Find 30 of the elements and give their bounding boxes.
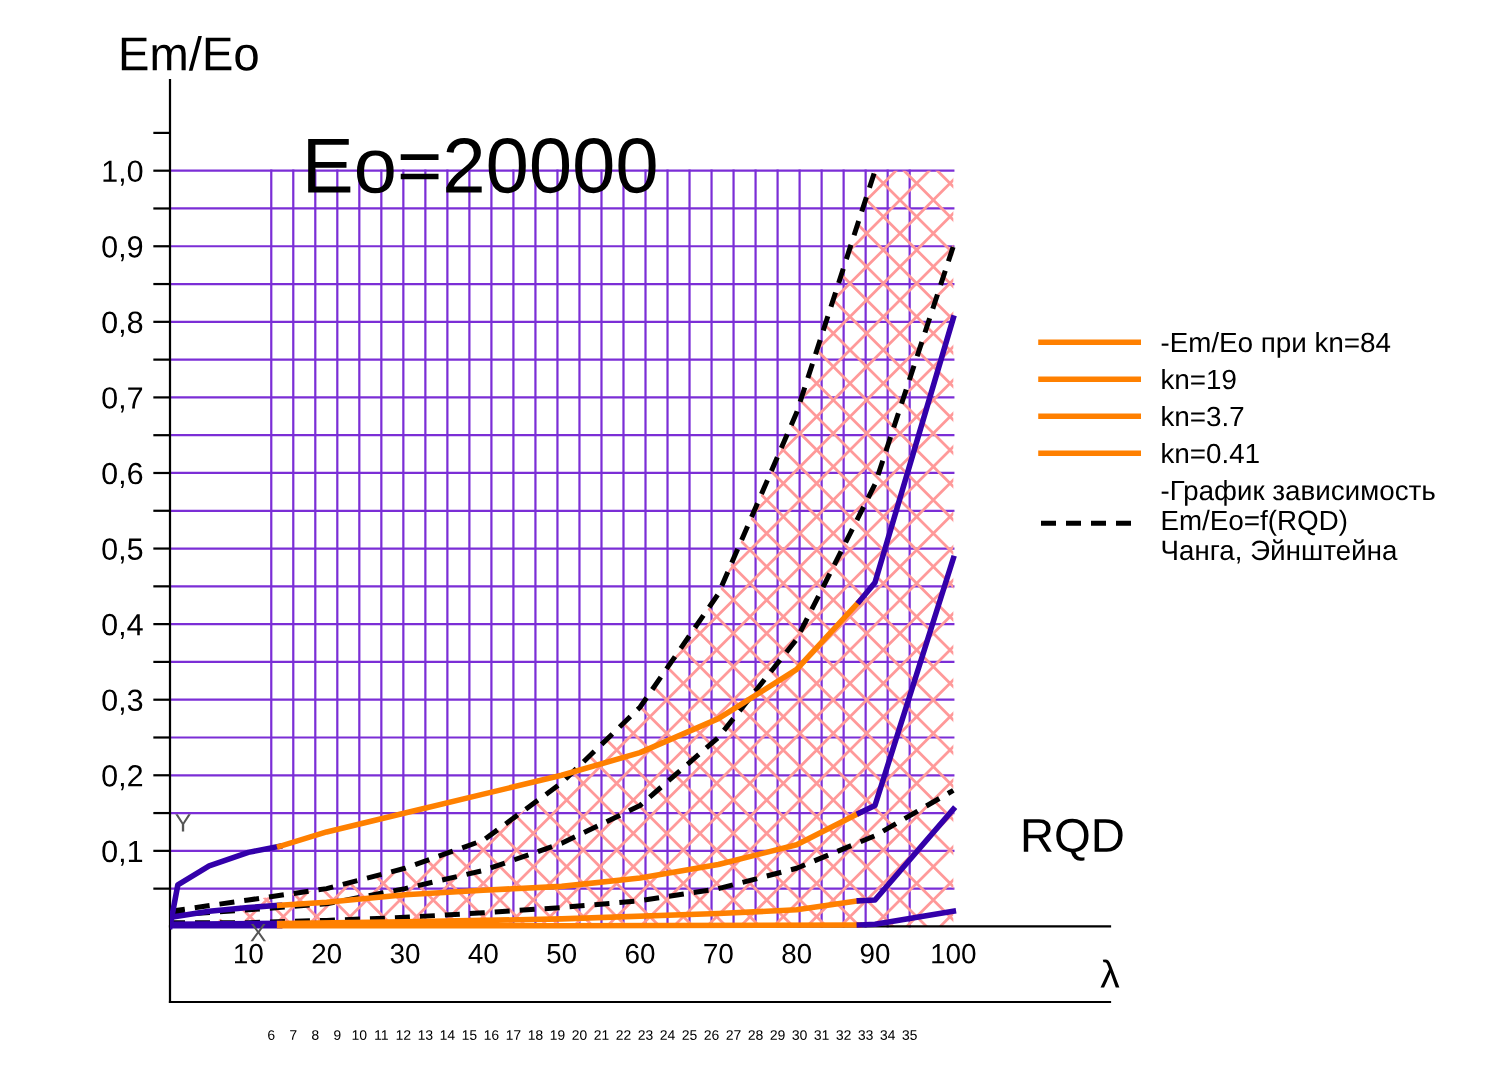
x-axis-title: RQD xyxy=(1023,818,1123,861)
y-tick-label: 0,8 xyxy=(102,311,143,337)
legend-label: -Em/Eo при kn=84 xyxy=(1161,331,1391,358)
y-tick-label: 1,0 xyxy=(103,160,143,186)
y-tick-label: 0,4 xyxy=(102,613,143,640)
x2-axis-title: λ xyxy=(1100,959,1120,988)
annotation: X xyxy=(250,923,267,942)
y-tick-label: 0,9 xyxy=(102,236,143,262)
x-tick-label: 60 xyxy=(625,943,655,964)
y-tick-label: 0,3 xyxy=(102,689,143,715)
y-tick-label: 0,1 xyxy=(102,840,143,866)
y-tick-label: 0,5 xyxy=(102,538,143,564)
x-tick-label: 90 xyxy=(860,943,890,964)
y-tick-label: 0,6 xyxy=(102,462,143,488)
legend-label: kn=19 xyxy=(1162,368,1236,390)
legend-label: kn=0.41 xyxy=(1162,442,1259,464)
annotation: Y xyxy=(175,814,191,832)
x-tick-label: 40 xyxy=(468,943,498,964)
x-tick-label: 50 xyxy=(547,943,577,964)
x-tick-label: 20 xyxy=(312,943,342,964)
legend-label: kn=3.7 xyxy=(1162,405,1244,427)
x-tick-label: 80 xyxy=(782,943,812,964)
x-tick-label: 100 xyxy=(932,943,976,964)
x-tick-label: 70 xyxy=(704,943,733,964)
y-tick-label: 0,7 xyxy=(102,387,143,413)
x-tick-label: 30 xyxy=(390,943,420,964)
legend-label: -График зависимость Em/Eo=f(RQD) Чанга, Эйнштейна xyxy=(1161,479,1435,564)
x-tick-label: 10 xyxy=(235,943,263,964)
y-axis-title: Em/Eo xyxy=(121,35,258,71)
y-tick-label: 0,2 xyxy=(102,765,143,791)
